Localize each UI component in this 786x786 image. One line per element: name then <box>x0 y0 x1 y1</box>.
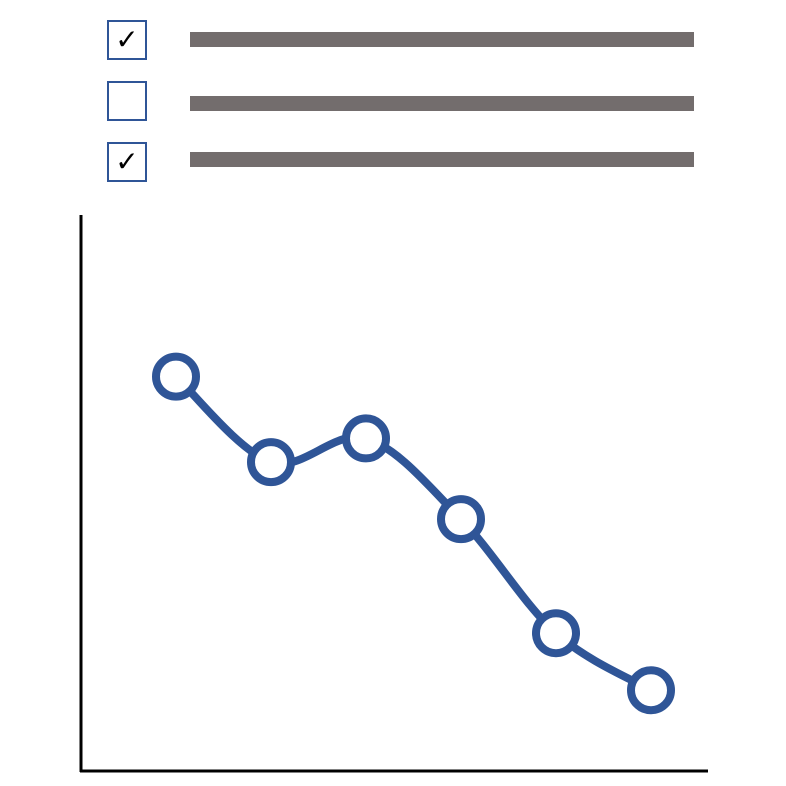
checklist-row: ✓ <box>107 20 697 64</box>
text-placeholder-bar <box>190 96 694 111</box>
checklist: ✓ ✓ <box>0 0 786 200</box>
checkmark-icon: ✓ <box>115 23 139 56</box>
markers <box>152 352 675 715</box>
checkbox[interactable]: ✓ <box>107 142 147 182</box>
checkbox[interactable]: ✓ <box>107 20 147 60</box>
data-point <box>342 414 390 463</box>
data-point <box>532 609 580 658</box>
data-point <box>437 495 485 544</box>
checkmark-icon: ✓ <box>115 145 139 178</box>
text-placeholder-bar <box>190 152 694 167</box>
data-point <box>247 438 295 487</box>
data-point <box>627 666 675 715</box>
series-line <box>172 372 655 695</box>
checkbox[interactable] <box>107 81 147 121</box>
checklist-row: ✓ <box>107 142 697 186</box>
checklist-row <box>107 81 697 125</box>
data-point <box>152 352 200 401</box>
text-placeholder-bar <box>190 32 694 47</box>
